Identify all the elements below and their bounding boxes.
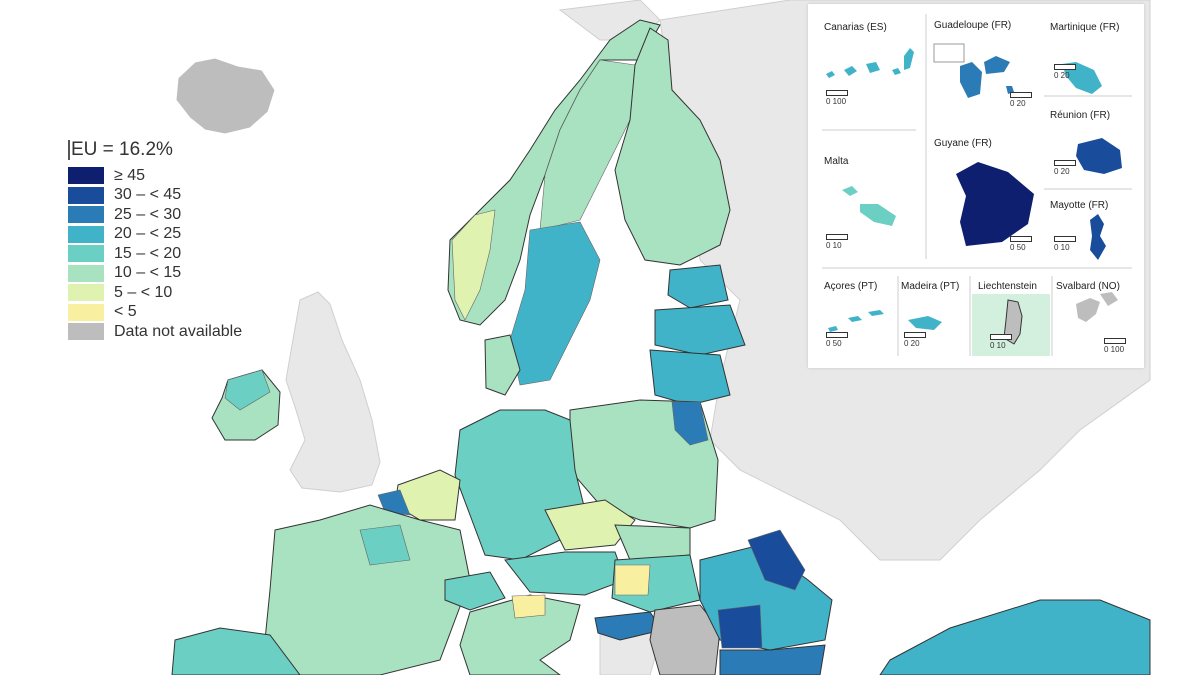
legend-label: Data not available xyxy=(114,322,243,340)
legend-swatch xyxy=(68,303,104,321)
switzerland-region xyxy=(444,571,506,611)
inset-maps-panel: Canarias (ES) Guadeloupe (FR) Martinique… xyxy=(808,4,1144,368)
inset-label-canarias: Canarias (ES) xyxy=(824,22,887,33)
iceland-region xyxy=(175,57,276,135)
scale-bar-mayotte: 0 10 xyxy=(1054,236,1076,252)
legend-swatch xyxy=(68,206,104,224)
inset-label-acores: Açores (PT) xyxy=(824,281,878,292)
scale-bar-madeira: 0 20 xyxy=(904,332,926,348)
legend-swatch xyxy=(68,264,104,282)
legend-item: 30 – < 45 xyxy=(68,186,242,206)
sweden-south xyxy=(509,221,601,386)
inset-label-guyane: Guyane (FR) xyxy=(934,138,992,149)
guyane-region xyxy=(956,162,1034,246)
bulgaria-region xyxy=(719,644,826,675)
scale-bar-guadeloupe: 0 20 xyxy=(1010,92,1032,108)
scale-bar-reunion: 0 20 xyxy=(1054,160,1076,176)
legend-item: 20 – < 25 xyxy=(68,225,242,245)
reunion-island xyxy=(1076,138,1122,174)
hungary-west xyxy=(614,564,651,596)
madeira-islands xyxy=(908,316,942,330)
croatia-region xyxy=(594,611,663,641)
austria-region xyxy=(504,551,626,596)
legend-item: Data not available xyxy=(68,322,242,342)
inset-label-mayotte: Mayotte (FR) xyxy=(1050,200,1109,211)
inset-divider-lines xyxy=(822,14,1132,356)
black-sea-coast xyxy=(879,599,1151,675)
slovakia-region xyxy=(614,524,691,561)
scale-bar-martinique: 0 20 xyxy=(1054,64,1076,80)
italy-lombardy xyxy=(511,594,546,619)
bosnia-serbia-na xyxy=(649,604,721,675)
finland-region xyxy=(614,27,731,266)
scale-bar-svalbard: 0 100 xyxy=(1104,338,1126,354)
legend-item: 25 – < 30 xyxy=(68,205,242,225)
inset-label-madeira: Madeira (PT) xyxy=(901,281,960,292)
france-paris xyxy=(359,524,411,566)
poland-east xyxy=(671,401,709,446)
legend-label: < 5 xyxy=(114,303,137,321)
scale-bar-guyane: 0 50 xyxy=(1010,236,1032,252)
inset-label-martinique: Martinique (FR) xyxy=(1050,22,1120,33)
legend-label: 15 – < 20 xyxy=(114,244,182,262)
malta-island xyxy=(842,186,896,226)
legend-label: 5 – < 10 xyxy=(114,283,173,301)
legend-title: EU = 16.2% xyxy=(68,140,242,160)
norway-south-west xyxy=(451,209,496,321)
canarias-islands xyxy=(826,48,914,78)
scale-bar-acores: 0 50 xyxy=(826,332,848,348)
romania-north-east xyxy=(747,529,806,591)
mayotte-island xyxy=(1090,214,1106,260)
legend-swatch xyxy=(68,323,104,341)
great-britain xyxy=(285,291,381,493)
liechtenstein-shape xyxy=(1003,299,1023,345)
legend-label: 25 – < 30 xyxy=(114,205,182,223)
legend-item: ≥ 45 xyxy=(68,166,242,186)
spain-region xyxy=(171,627,301,675)
inset-label-reunion: Réunion (FR) xyxy=(1050,110,1111,121)
map-legend: EU = 16.2% ≥ 45 30 – < 45 25 – < 30 20 –… xyxy=(68,140,242,342)
legend-label: 30 – < 45 xyxy=(114,186,182,204)
legend-swatch xyxy=(68,186,104,204)
legend-swatch xyxy=(68,284,104,302)
legend-item: 15 – < 20 xyxy=(68,244,242,264)
legend-item: < 5 xyxy=(68,303,242,323)
legend-item: 10 – < 15 xyxy=(68,264,242,284)
guadeloupe-locator xyxy=(933,43,965,63)
latvia-region xyxy=(654,304,746,356)
legend-swatch xyxy=(68,245,104,263)
inset-label-malta: Malta xyxy=(824,156,849,167)
estonia-region xyxy=(667,264,729,309)
legend-label: ≥ 45 xyxy=(114,166,146,184)
inset-label-liechtenstein: Liechtenstein xyxy=(978,281,1037,292)
acores-islands xyxy=(828,310,884,332)
ireland-north-west xyxy=(224,369,271,411)
inset-label-guadeloupe: Guadeloupe (FR) xyxy=(934,20,1012,31)
martinique-island xyxy=(1062,62,1102,94)
inset-label-svalbard: Svalbard (NO) xyxy=(1056,281,1120,292)
legend-item: 5 – < 10 xyxy=(68,283,242,303)
romania-south xyxy=(717,604,763,649)
guadeloupe-islands xyxy=(960,56,1014,98)
scale-bar-liechtenstein: 0 10 xyxy=(990,334,1012,350)
scale-bar-canarias: 0 100 xyxy=(826,90,848,106)
italy-region xyxy=(459,594,581,675)
legend-label: 10 – < 15 xyxy=(114,264,182,282)
legend-swatch xyxy=(68,225,104,243)
legend-label: 20 – < 25 xyxy=(114,225,182,243)
legend-swatch xyxy=(68,167,104,185)
svalbard-islands xyxy=(1076,292,1118,322)
lithuania-region xyxy=(649,349,731,406)
scale-bar-malta: 0 10 xyxy=(826,234,848,250)
belgium-strip xyxy=(377,489,411,516)
denmark-region xyxy=(484,334,521,396)
